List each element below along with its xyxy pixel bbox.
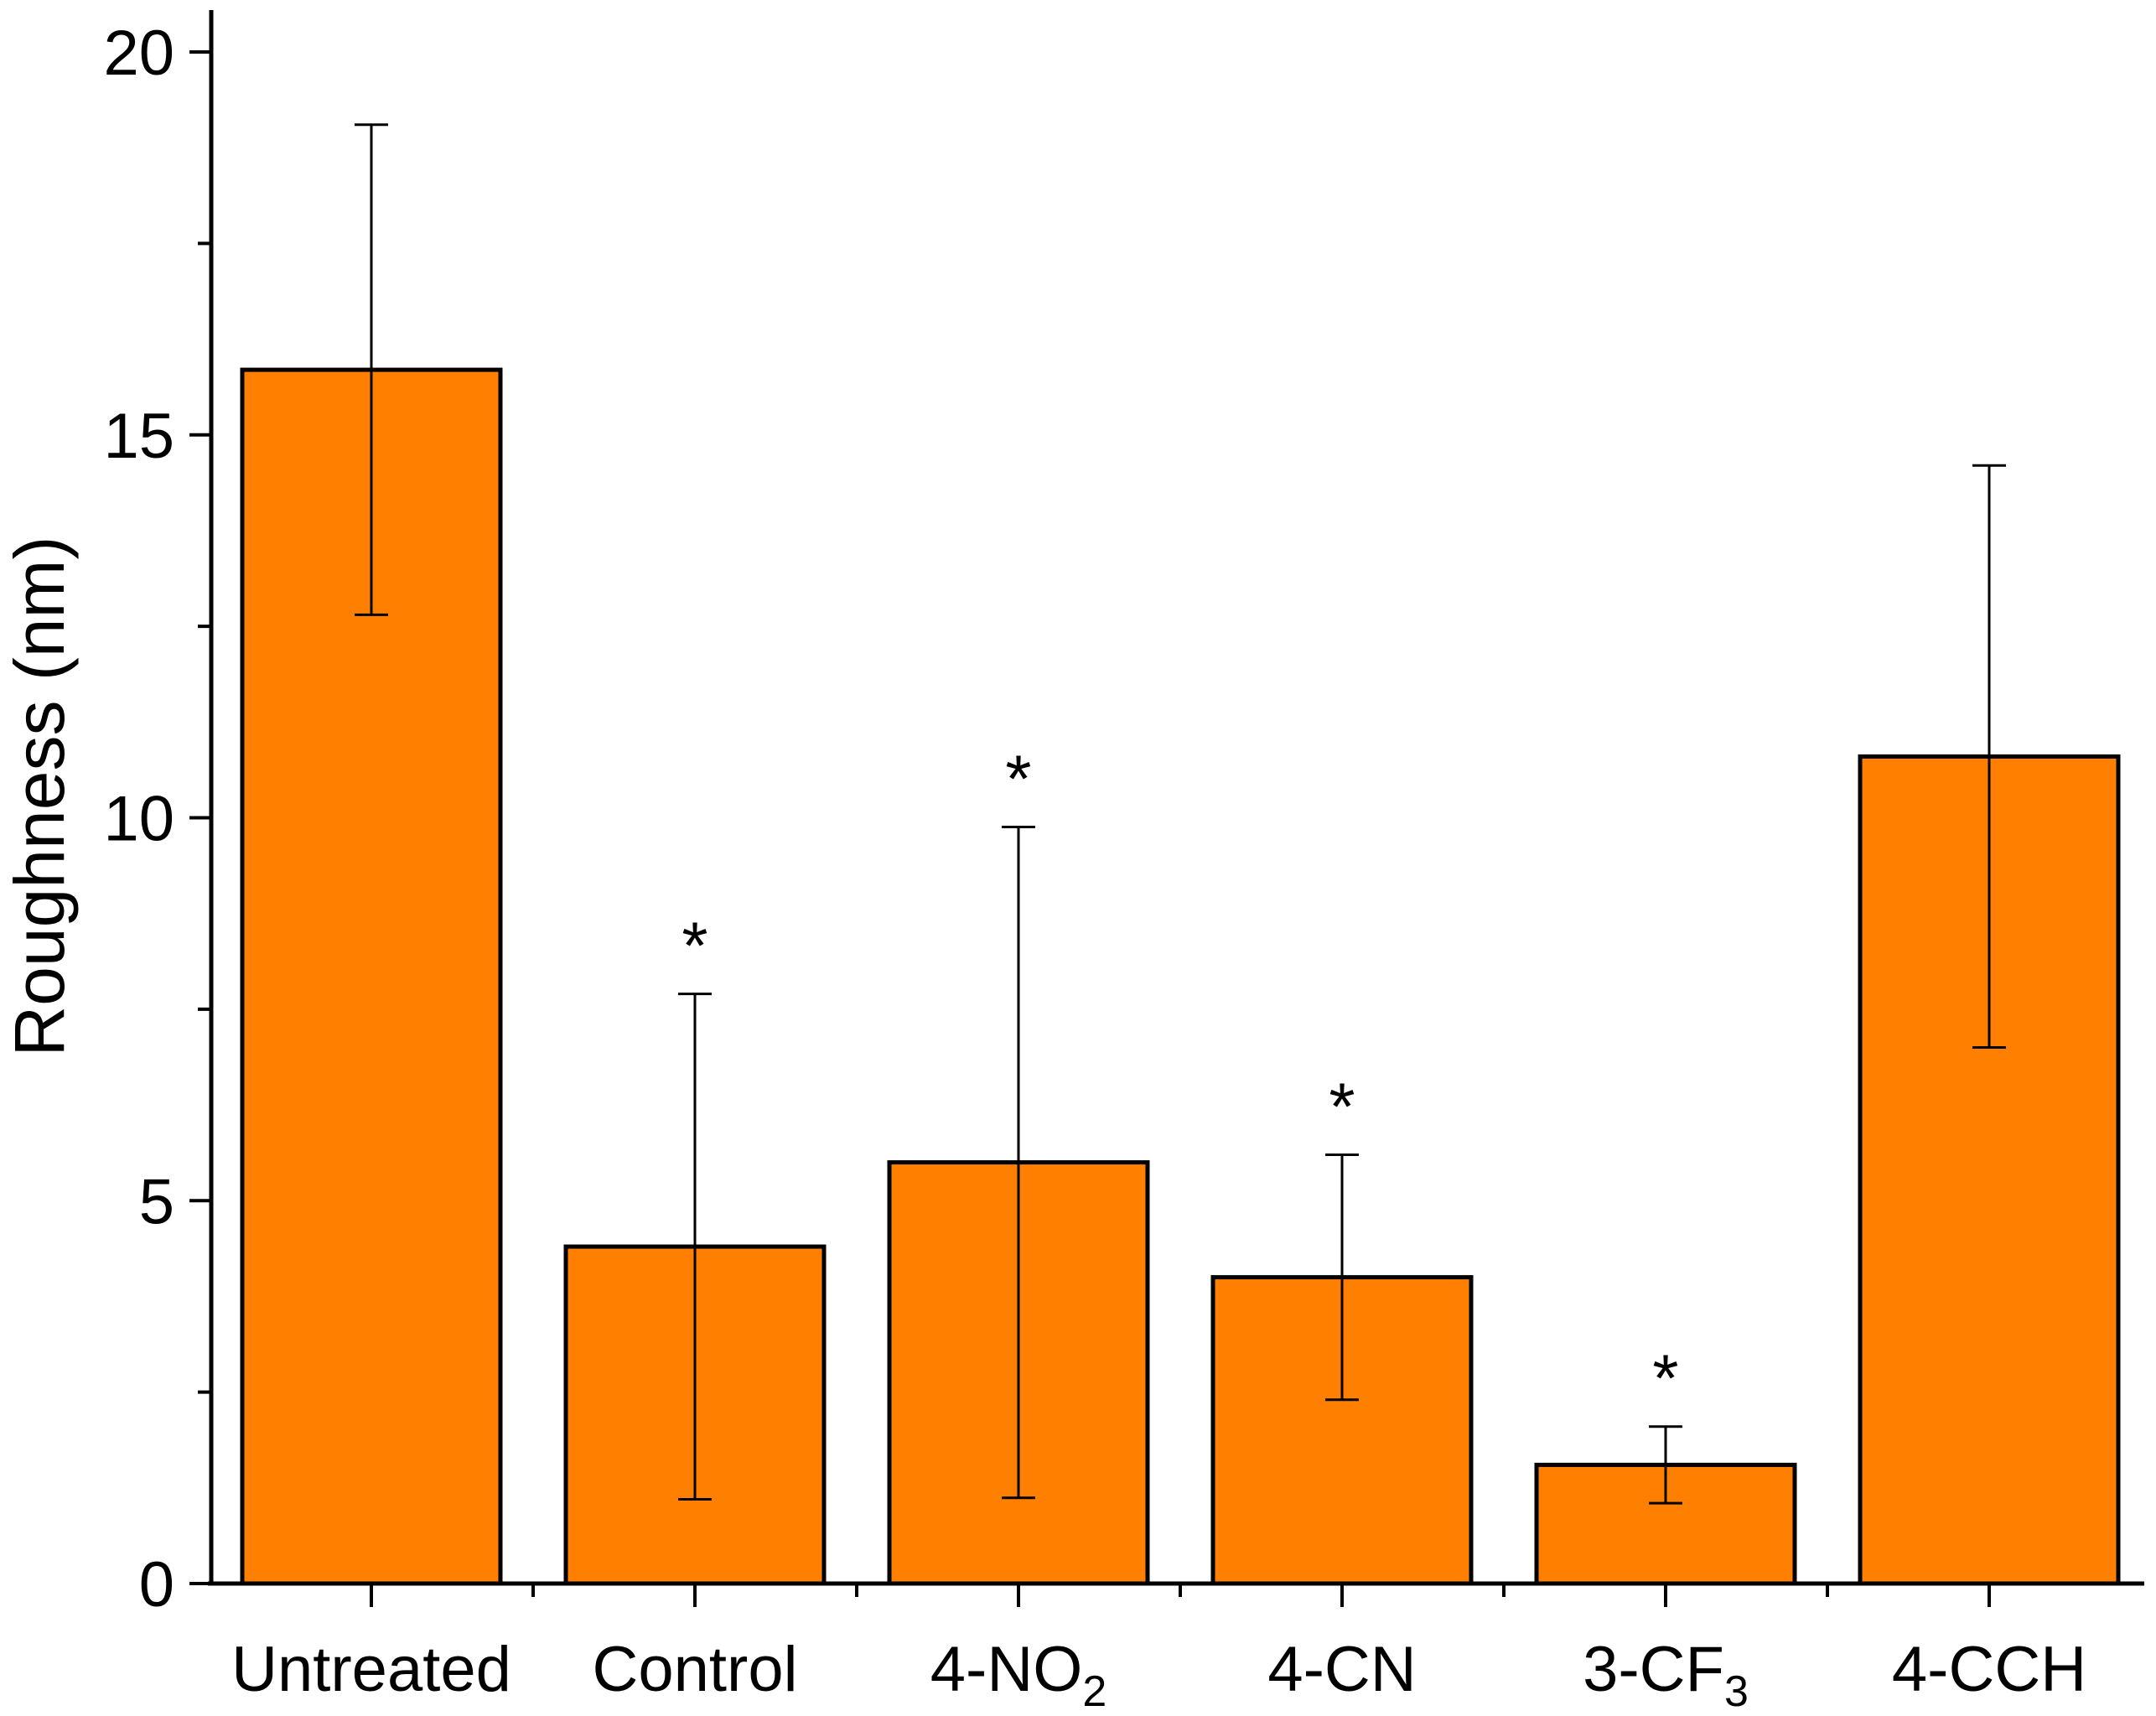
significance-marker-1: * bbox=[682, 909, 707, 983]
significance-marker-3: * bbox=[1329, 1069, 1355, 1143]
significance-marker-4: * bbox=[1652, 1341, 1678, 1416]
significance-marker-2: * bbox=[1005, 741, 1031, 816]
x-tick-label-5: 4-CCH bbox=[1892, 1634, 2086, 1705]
error-bars-layer bbox=[355, 123, 2006, 1505]
bars-layer bbox=[240, 367, 2121, 1586]
error-bar-2 bbox=[1002, 825, 1035, 1500]
y-tick-label-15: 15 bbox=[103, 401, 174, 472]
y-tick-label-10: 10 bbox=[103, 784, 174, 855]
x-tick-label-1: Control bbox=[593, 1634, 798, 1705]
y-tick-label-20: 20 bbox=[103, 18, 174, 89]
x-tick-label-0: Untreated bbox=[231, 1634, 511, 1705]
x-tick-label-2: 4-NO2 bbox=[930, 1634, 1107, 1716]
x-tick-label-4: 3-CF3 bbox=[1583, 1634, 1749, 1716]
y-tick-label-0: 0 bbox=[139, 1549, 174, 1620]
axes-layer bbox=[208, 10, 2144, 1586]
error-bar-3 bbox=[1325, 1153, 1359, 1402]
x-tick-label-3: 4-CN bbox=[1267, 1634, 1416, 1705]
y-tick-label-5: 5 bbox=[139, 1166, 174, 1237]
error-bar-4 bbox=[1649, 1425, 1682, 1505]
error-bar-1 bbox=[678, 993, 712, 1501]
y-ticks-layer: 0 5 10 15 20 bbox=[103, 18, 211, 1620]
error-bar-0 bbox=[355, 123, 388, 616]
x-ticks-layer: Untreated Control 4-NO2 4-CN 3-CF3 4-CCH bbox=[231, 1584, 2086, 1716]
y-axis-title: Roughness (nm) bbox=[0, 537, 79, 1057]
significance-markers-layer: * * * * bbox=[682, 741, 1678, 1415]
error-bar-5 bbox=[1972, 464, 2006, 1050]
